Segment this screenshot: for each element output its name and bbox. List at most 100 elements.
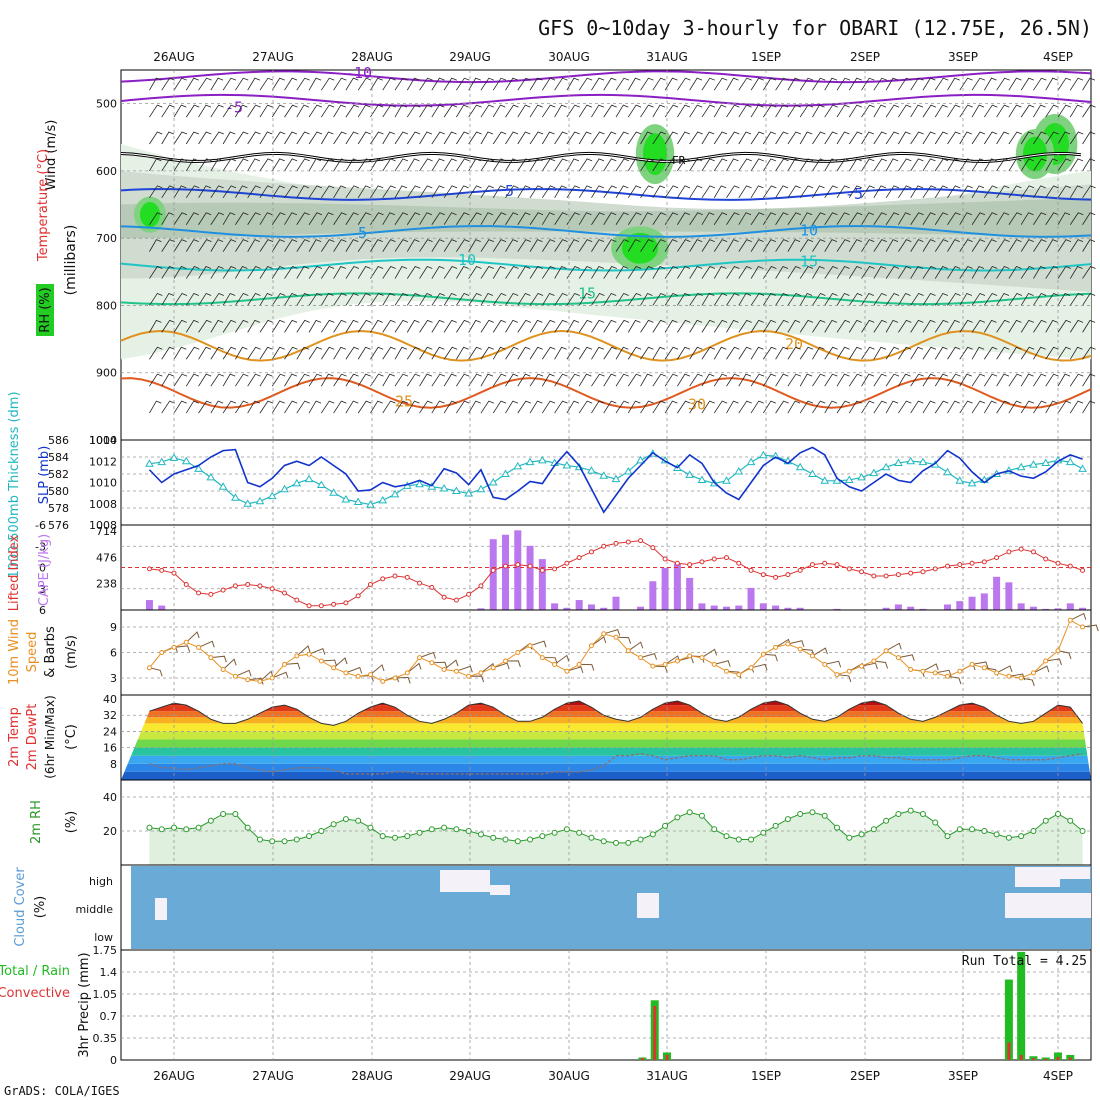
wind-barb bbox=[296, 266, 310, 279]
wind-barb bbox=[284, 77, 298, 91]
lifted-index-marker bbox=[417, 580, 423, 586]
wind-barb bbox=[370, 266, 384, 279]
wind10m-barb bbox=[615, 636, 632, 644]
wind-barb bbox=[554, 319, 568, 333]
wind-barb bbox=[333, 185, 347, 199]
wind-barb bbox=[640, 131, 653, 145]
wind10m-marker bbox=[380, 678, 386, 684]
wind-barb bbox=[591, 158, 605, 172]
wind-barb bbox=[247, 158, 260, 172]
wind-barb bbox=[701, 239, 715, 252]
thickness-marker bbox=[488, 478, 498, 486]
wind-barb bbox=[689, 292, 703, 306]
wind-barb bbox=[812, 346, 825, 360]
wind-barb bbox=[677, 239, 691, 252]
wind10m-barb bbox=[849, 662, 865, 672]
wind-barb bbox=[898, 158, 912, 172]
tick-label: 586 bbox=[48, 434, 69, 447]
wind-barb bbox=[271, 346, 285, 360]
wind-barb bbox=[333, 266, 347, 279]
wind-barb bbox=[812, 104, 825, 118]
wind-barb bbox=[689, 239, 703, 252]
isotherm-label: 5 bbox=[505, 182, 514, 200]
wind-barb bbox=[1045, 400, 1058, 414]
wind-barb bbox=[836, 131, 850, 145]
cape-bar bbox=[637, 606, 645, 610]
wind-barb bbox=[1008, 185, 1022, 199]
thickness-marker bbox=[857, 472, 866, 481]
wind10m-barb bbox=[1033, 665, 1050, 674]
tick-label: 1012 bbox=[89, 455, 117, 468]
wind-barb bbox=[1008, 158, 1022, 172]
wind-barb bbox=[443, 400, 457, 414]
wind10m-marker bbox=[539, 655, 545, 661]
wind-barb bbox=[947, 400, 960, 414]
wind10m-barb bbox=[873, 660, 889, 669]
wind-barb bbox=[308, 77, 322, 91]
thickness-marker bbox=[304, 474, 314, 483]
wind-barb bbox=[775, 131, 789, 145]
wind-barb bbox=[541, 104, 556, 118]
wind-barb bbox=[529, 373, 544, 387]
wind-barb bbox=[689, 346, 703, 360]
wind-barb bbox=[382, 266, 396, 279]
bottom-date-label: 27AUG bbox=[252, 1069, 294, 1083]
wind-barb bbox=[161, 104, 175, 118]
wind-barb bbox=[664, 400, 678, 414]
wind-barb bbox=[664, 266, 679, 279]
lifted-index-marker bbox=[171, 570, 177, 576]
wind-barb bbox=[640, 266, 654, 279]
wind-barb bbox=[591, 212, 605, 225]
wind-barb bbox=[1045, 266, 1059, 279]
wind-barb bbox=[627, 266, 642, 279]
wind-barb bbox=[762, 77, 776, 91]
wind-barb bbox=[787, 77, 801, 91]
wind10m-barb bbox=[210, 655, 227, 663]
wind-barb bbox=[677, 400, 691, 414]
rh2m-marker bbox=[674, 814, 681, 821]
rh2m-marker bbox=[232, 811, 239, 817]
wind-barb bbox=[652, 104, 666, 118]
wind-barb bbox=[541, 319, 556, 333]
wind10m-barb bbox=[627, 641, 644, 652]
bottom-date-label: 1SEP bbox=[751, 1069, 781, 1083]
wind-barb bbox=[824, 158, 838, 172]
wind-barb bbox=[247, 266, 261, 279]
wind-barb bbox=[898, 292, 911, 306]
wind-barb bbox=[382, 373, 395, 387]
wind-barb bbox=[149, 185, 163, 199]
wind-barb bbox=[443, 292, 457, 306]
isotherm-line bbox=[120, 70, 1092, 84]
bottom-date-label: 2SEP bbox=[850, 1069, 880, 1083]
wind-barb bbox=[333, 131, 347, 145]
wind10m-marker bbox=[1067, 617, 1073, 623]
wind-barb bbox=[185, 131, 199, 145]
rh2m-marker bbox=[207, 817, 214, 824]
wind-barb bbox=[799, 158, 814, 172]
wind-barb bbox=[738, 346, 752, 360]
wind10m-barb bbox=[836, 674, 852, 683]
wind-barb bbox=[419, 239, 433, 252]
wind-barb bbox=[382, 104, 396, 118]
freezing-line bbox=[120, 152, 1082, 162]
wind-barb bbox=[1033, 239, 1047, 252]
wind-barb bbox=[848, 131, 863, 145]
wind-barb bbox=[1008, 346, 1022, 360]
wind-barb bbox=[689, 185, 703, 199]
wind-barb bbox=[357, 266, 371, 279]
wind-barb bbox=[308, 212, 323, 225]
wind10m-marker bbox=[822, 661, 828, 667]
wind-barb bbox=[799, 319, 814, 333]
wind-barb bbox=[824, 212, 838, 225]
wind-barb bbox=[406, 212, 421, 225]
lifted-index-marker bbox=[908, 570, 914, 576]
wind-barb bbox=[615, 239, 630, 252]
wind-barb bbox=[149, 319, 162, 333]
wind-barb bbox=[1020, 292, 1034, 306]
rh2m-marker bbox=[551, 829, 558, 836]
lifted-index-marker bbox=[957, 562, 963, 568]
wind-barb bbox=[836, 346, 850, 360]
wind-barb bbox=[185, 373, 199, 387]
wind-barb bbox=[824, 292, 838, 306]
lifted-index-marker bbox=[687, 562, 693, 568]
